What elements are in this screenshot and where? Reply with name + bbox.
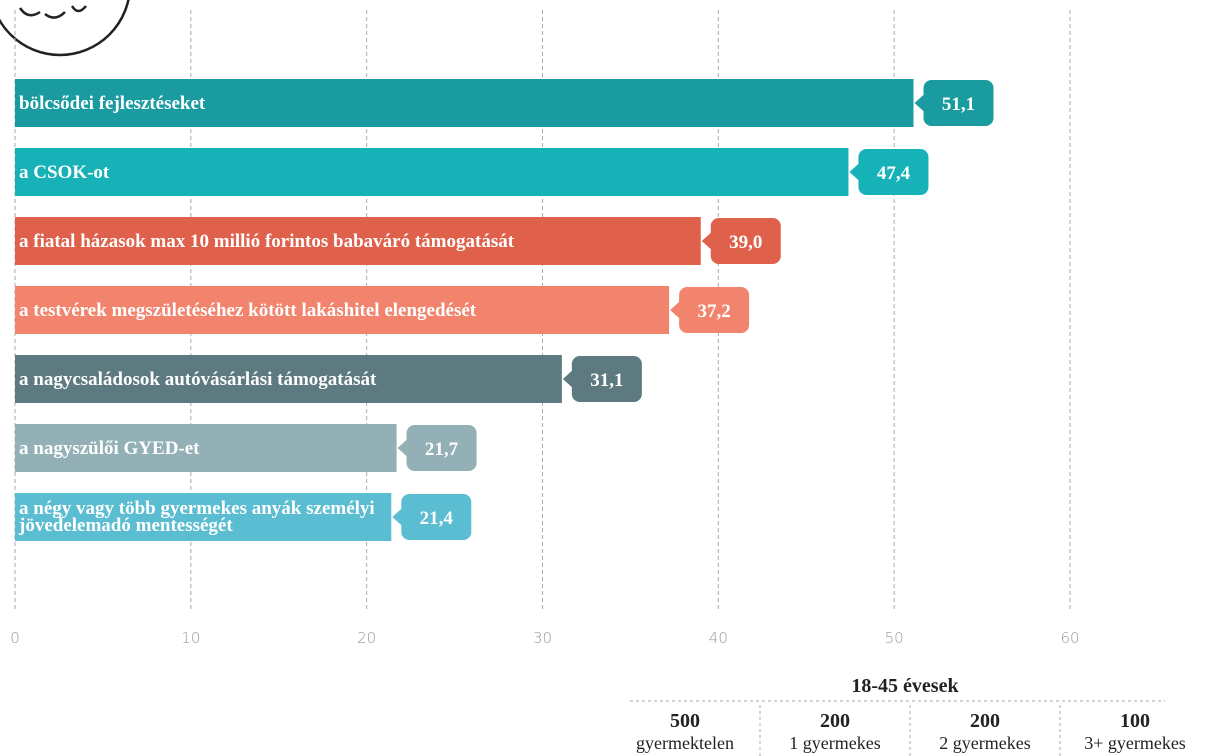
value-label: 39,0 <box>729 232 762 253</box>
category-label: a fiatal házasok max 10 millió forintos … <box>19 230 515 252</box>
value-callout: 31,1 <box>562 356 642 402</box>
logo-icon <box>0 0 130 57</box>
category-label: a nagyszülői GYED-et <box>19 437 200 459</box>
callout-box <box>401 494 472 540</box>
value-label: 21,7 <box>425 439 459 460</box>
callout-pointer <box>670 301 681 319</box>
bar <box>15 424 397 472</box>
callout-box <box>923 80 994 126</box>
x-tick-label: 20 <box>357 629 376 647</box>
x-tick-label: 0 <box>10 629 20 647</box>
callout-box <box>679 287 750 333</box>
x-tick-label: 40 <box>709 629 728 647</box>
callout-box <box>406 425 477 471</box>
value-label: 47,4 <box>877 163 911 184</box>
category-label: a nagycsaládosok autóvásárlási támogatás… <box>19 368 377 390</box>
group-label: 1 gyermekes <box>789 733 880 753</box>
callout-pointer <box>701 232 712 250</box>
callout-pointer <box>849 163 860 181</box>
x-tick-label: 50 <box>885 629 904 647</box>
value-label: 21,4 <box>420 508 454 529</box>
group-label: gyermektelen <box>636 733 734 753</box>
bar <box>15 148 849 196</box>
category-label: a CSOK-ot <box>19 161 110 183</box>
bar <box>15 217 701 265</box>
callout-box <box>710 218 781 264</box>
callout-pointer <box>914 94 925 112</box>
value-label: 37,2 <box>697 301 730 322</box>
group-count: 200 <box>820 710 850 732</box>
x-tick-label: 60 <box>1060 629 1079 647</box>
callout-pointer <box>392 508 403 526</box>
callout-pointer <box>562 370 573 388</box>
callout-box <box>571 356 642 402</box>
group-count: 100 <box>1120 710 1150 732</box>
group-count: 500 <box>670 710 700 732</box>
bar <box>15 355 562 403</box>
group-label: 2 gyermekes <box>939 733 1030 753</box>
value-callout: 21,4 <box>392 494 472 540</box>
category-label: bölcsődei fejlesztéseket <box>19 92 206 114</box>
x-tick-label: 30 <box>533 629 552 647</box>
group-label: 3+ gyermekes <box>1084 733 1186 753</box>
value-callout: 21,7 <box>397 425 477 471</box>
bar <box>15 79 914 127</box>
category-label: a testvérek megszületéséhez kötött lakás… <box>19 299 477 321</box>
category-label: a négy vagy több gyermekes anyák személy… <box>19 498 375 536</box>
group-count: 200 <box>970 710 1000 732</box>
x-tick-label: 10 <box>181 629 200 647</box>
value-callout: 51,1 <box>914 80 994 126</box>
callout-box <box>858 149 929 195</box>
value-callout: 39,0 <box>701 218 781 264</box>
value-callout: 37,2 <box>670 287 750 333</box>
bar <box>15 286 670 334</box>
value-label: 51,1 <box>942 94 975 115</box>
value-label: 31,1 <box>590 370 623 391</box>
callout-pointer <box>397 439 408 457</box>
bar <box>15 493 392 541</box>
value-callout: 47,4 <box>849 149 929 195</box>
sample-title: 18-45 évesek <box>851 675 959 697</box>
